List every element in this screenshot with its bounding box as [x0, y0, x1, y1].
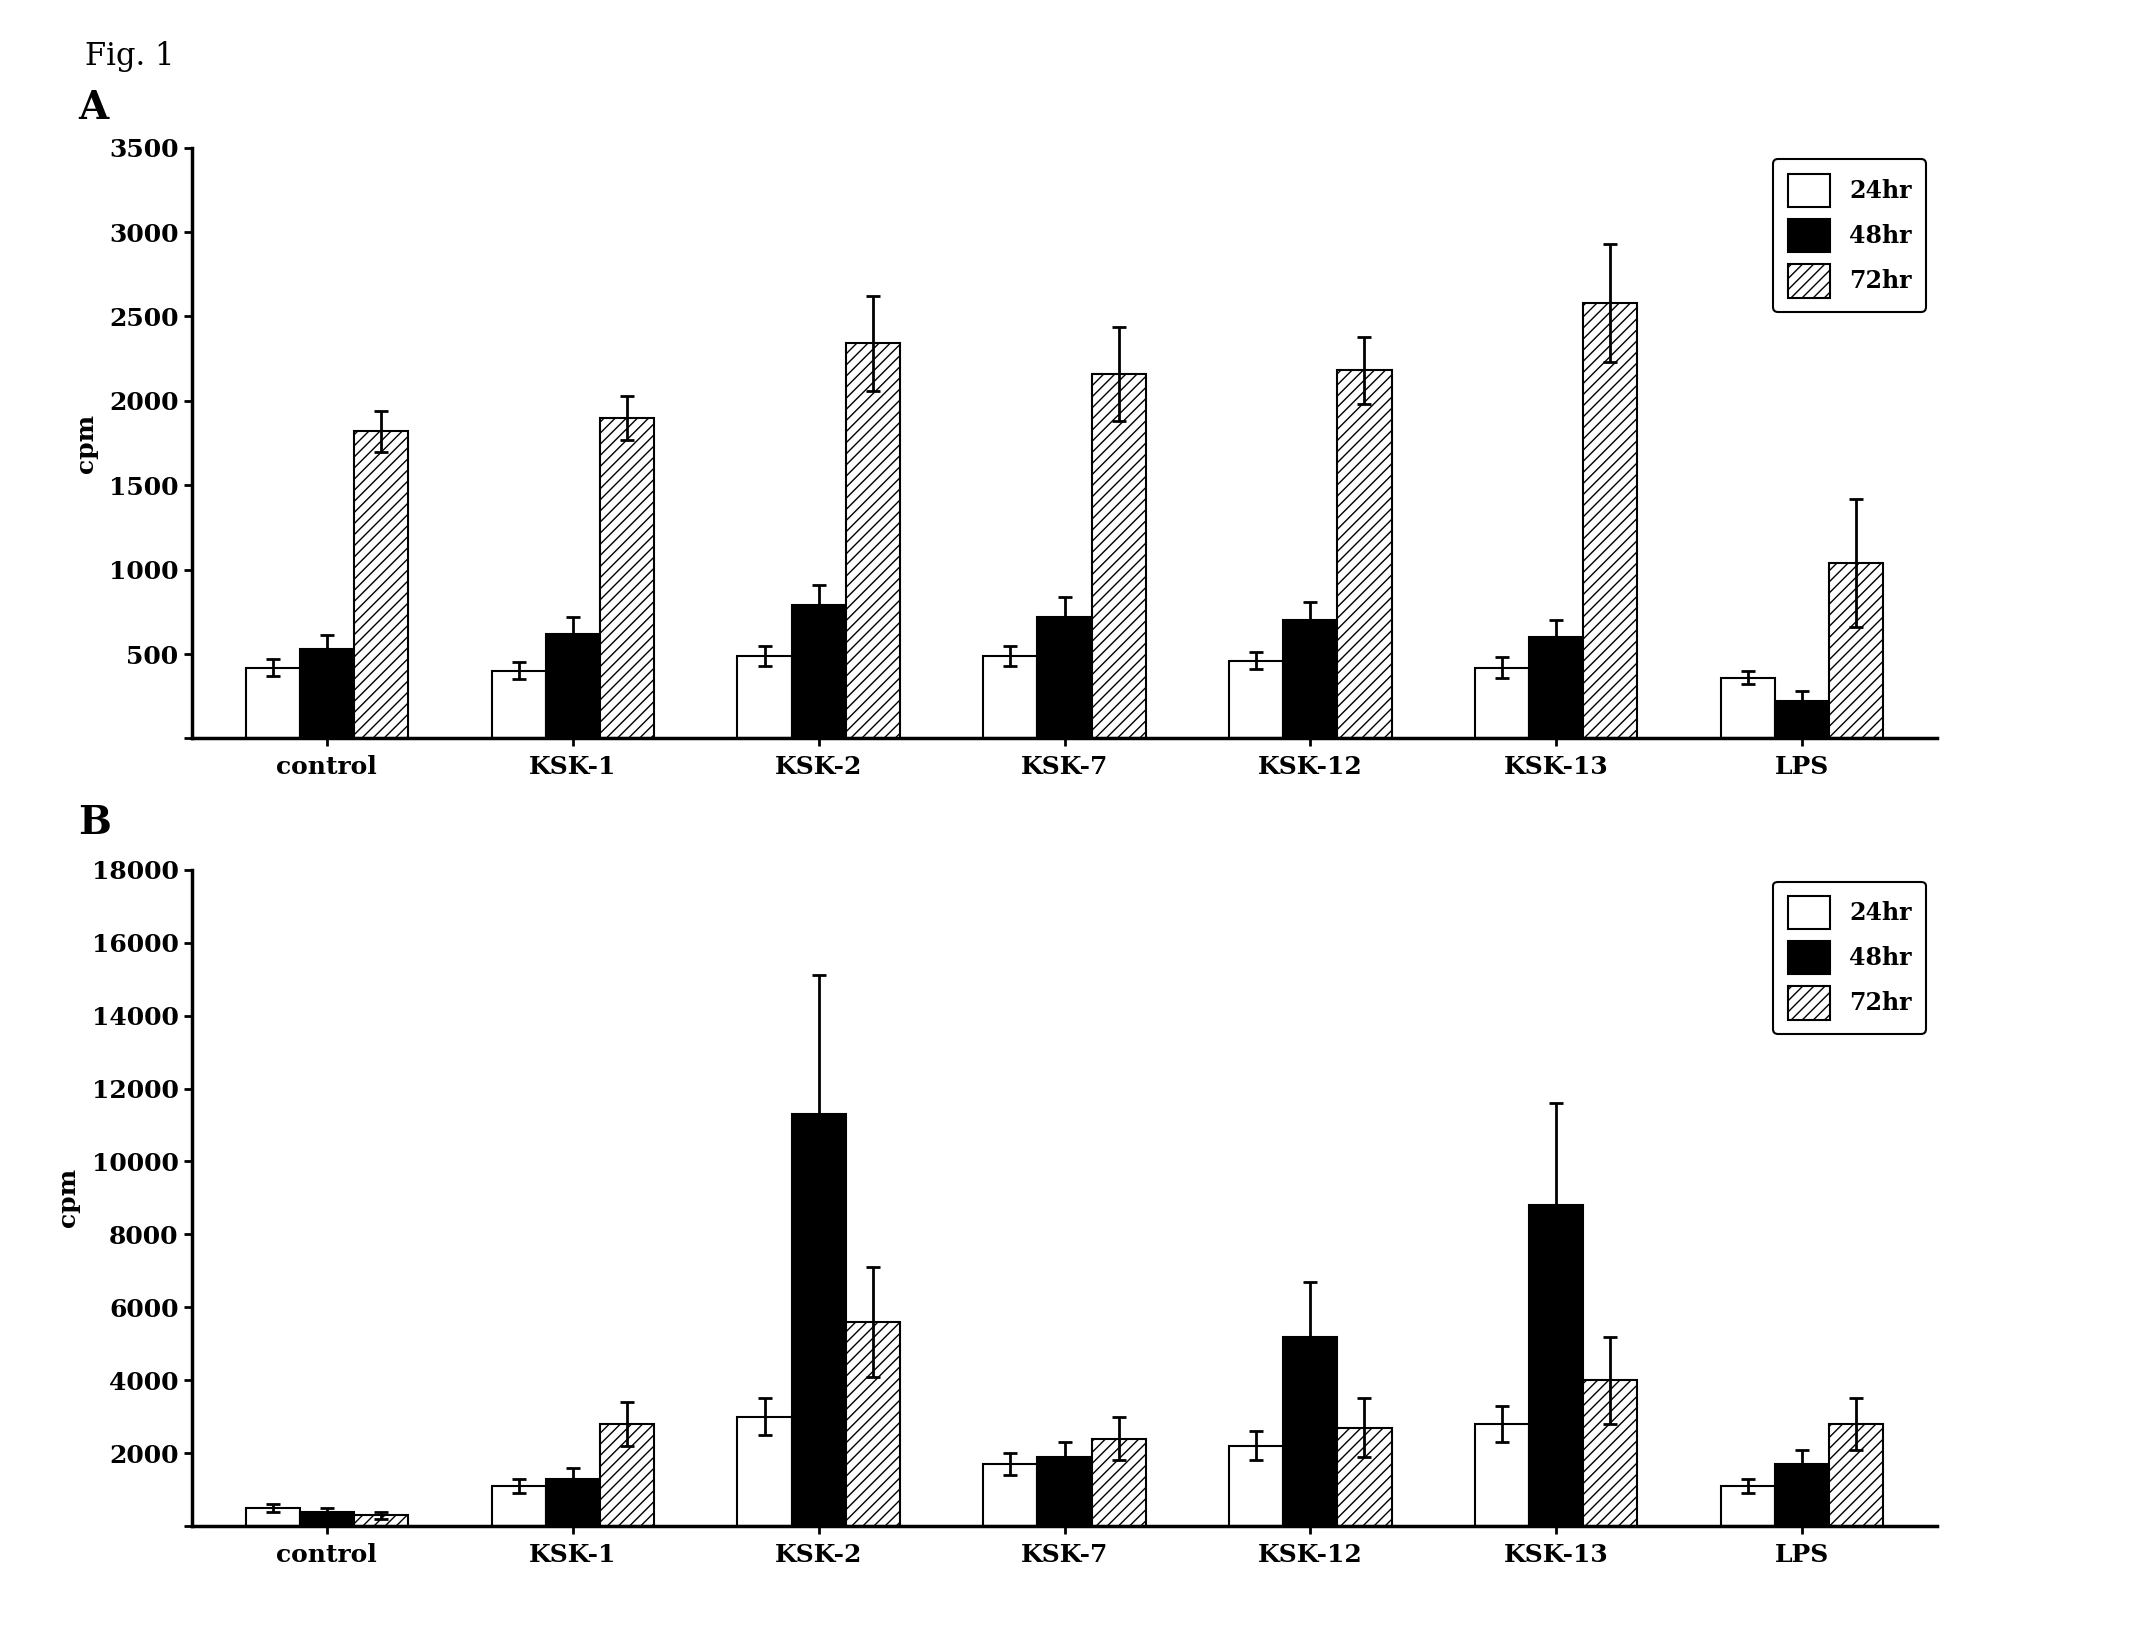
Bar	[545, 633, 600, 738]
Y-axis label: cpm: cpm	[57, 1168, 81, 1227]
Bar	[792, 1114, 845, 1526]
Bar	[1475, 668, 1529, 738]
Bar	[1092, 374, 1145, 738]
Bar	[1829, 1424, 1884, 1526]
Bar	[1720, 1487, 1776, 1526]
Bar	[600, 1424, 654, 1526]
Bar	[245, 1508, 300, 1526]
Bar	[353, 1515, 409, 1526]
Bar	[245, 668, 300, 738]
Bar	[1284, 620, 1337, 738]
Bar	[300, 648, 353, 738]
Bar	[845, 343, 901, 738]
Bar	[1337, 1428, 1392, 1526]
Legend: 24hr, 48hr, 72hr: 24hr, 48hr, 72hr	[1773, 159, 1925, 312]
Text: Fig. 1: Fig. 1	[85, 41, 175, 72]
Bar	[984, 656, 1037, 738]
Bar	[1337, 371, 1392, 738]
Bar	[1475, 1424, 1529, 1526]
Bar	[984, 1464, 1037, 1526]
Bar	[1529, 1204, 1584, 1526]
Bar	[353, 432, 409, 738]
Bar	[1720, 678, 1776, 738]
Bar	[1037, 617, 1092, 738]
Y-axis label: cpm: cpm	[75, 414, 98, 473]
Bar	[1284, 1336, 1337, 1526]
Legend: 24hr, 48hr, 72hr: 24hr, 48hr, 72hr	[1773, 881, 1925, 1034]
Bar	[737, 1416, 792, 1526]
Bar	[1228, 661, 1284, 738]
Bar	[845, 1323, 901, 1526]
Bar	[1584, 1380, 1637, 1526]
Bar	[492, 1487, 545, 1526]
Bar	[737, 656, 792, 738]
Bar	[1829, 563, 1884, 738]
Bar	[545, 1479, 600, 1526]
Bar	[1037, 1457, 1092, 1526]
Bar	[1092, 1439, 1145, 1526]
Text: A: A	[79, 89, 109, 126]
Bar	[492, 671, 545, 738]
Bar	[600, 418, 654, 738]
Bar	[1228, 1446, 1284, 1526]
Bar	[1776, 1464, 1829, 1526]
Text: B: B	[79, 804, 111, 842]
Bar	[1529, 637, 1584, 738]
Bar	[792, 606, 845, 738]
Bar	[300, 1511, 353, 1526]
Bar	[1584, 304, 1637, 738]
Bar	[1776, 701, 1829, 738]
